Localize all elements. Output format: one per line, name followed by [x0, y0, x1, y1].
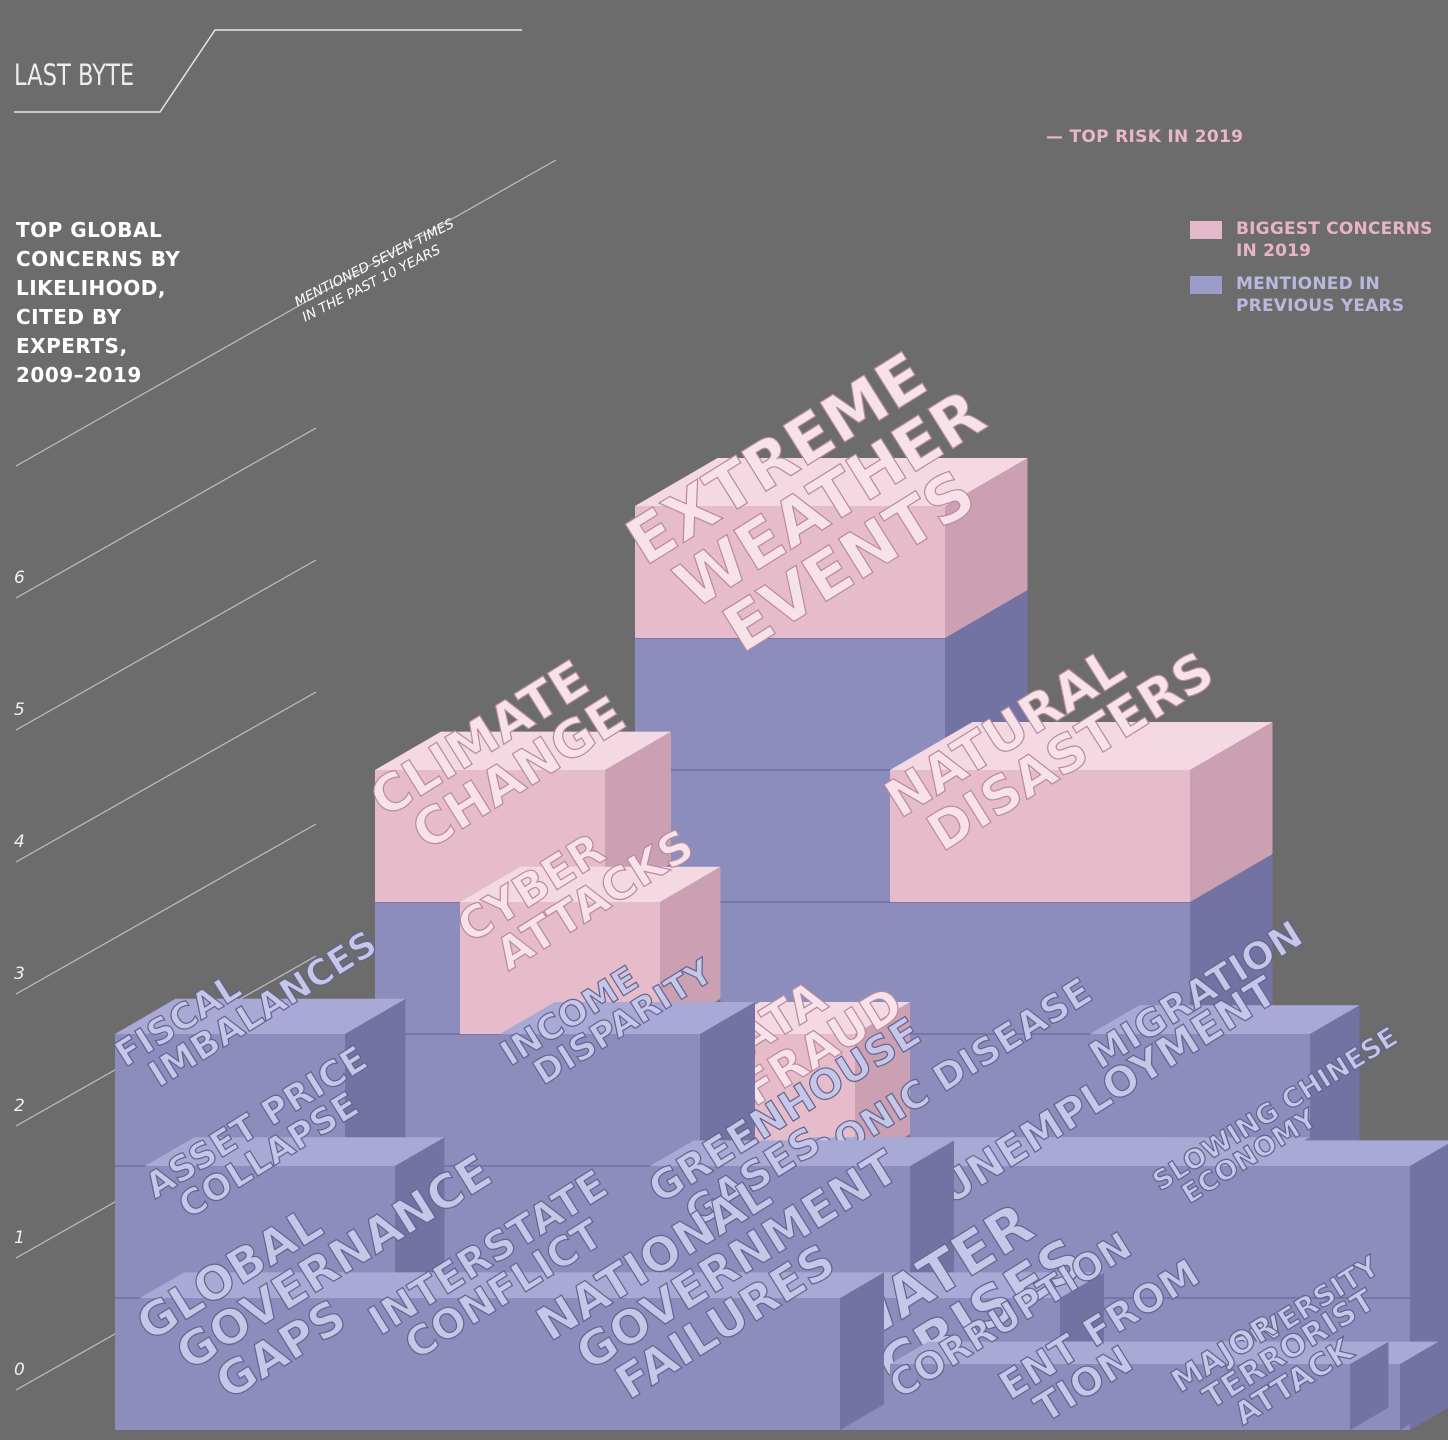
bar-side-2019: [855, 1002, 910, 1166]
y-tick-label: 2: [14, 1096, 25, 1116]
bar-front-previous: [540, 1298, 840, 1430]
bar-top: [1090, 1005, 1360, 1034]
grid-line: [15, 823, 317, 995]
top-risk-callout: — TOP RISK IN 2019: [1046, 127, 1244, 147]
y-tick-label: 4: [14, 832, 25, 852]
section-tag: LAST BYTE: [14, 58, 135, 92]
bar-top: [840, 1272, 1104, 1298]
y-tick-label: 6: [14, 568, 25, 588]
y-tick-label: 1: [14, 1228, 25, 1248]
grid-line: [15, 159, 557, 467]
legend-label-line: BIGGEST CONCERNS: [1236, 219, 1433, 239]
y-tick-label: 5: [14, 700, 25, 720]
bar-side-2019: [605, 731, 671, 902]
bar-top: [890, 722, 1273, 770]
grid-line: [15, 691, 317, 863]
title-line: CONCERNS BY: [16, 247, 181, 271]
grid-line: [15, 427, 317, 599]
bar-top: [1170, 1341, 1389, 1364]
bar-top: [1000, 1341, 1239, 1364]
bar-top: [375, 731, 671, 770]
bar-front-previous: [1170, 1364, 1350, 1430]
bar-top: [705, 1002, 910, 1034]
title-line: EXPERTS,: [16, 334, 128, 358]
bar-top: [635, 458, 1028, 506]
bar-front-previous: [1000, 1364, 1200, 1430]
bar-side: [1400, 1341, 1439, 1430]
title-line: LIKELIHOOD,: [16, 276, 166, 300]
y-tick-label: 0: [14, 1360, 25, 1380]
bar-top: [460, 866, 721, 902]
bar-top: [1150, 1140, 1448, 1166]
legend-item-previous: MENTIONED IN PREVIOUS YEARS: [1190, 273, 1446, 317]
bar-top: [145, 1137, 445, 1166]
bars-layer: EXTREMEWEATHEREVENTSNATURALDISASTERSCLIM…: [107, 338, 1448, 1433]
legend-swatch-purple: [1190, 276, 1222, 294]
title-line: CITED BY: [16, 305, 122, 329]
legend-label-line: IN 2019: [1236, 241, 1312, 261]
bar-top: [500, 1002, 755, 1034]
bar-top: [650, 1140, 954, 1166]
grid-line: [15, 559, 317, 731]
bar-side-2019: [945, 458, 1028, 638]
bar-front-2019: [635, 506, 945, 638]
bar-side: [840, 1272, 884, 1430]
chart-title: TOP GLOBAL CONCERNS BY LIKELIHOOD, CITED…: [16, 216, 236, 390]
y-tick-label: 3: [14, 964, 25, 984]
legend: BIGGEST CONCERNS IN 2019 MENTIONED IN PR…: [1190, 218, 1446, 328]
bar: MAJORTERRORISTATTACK: [1165, 1282, 1389, 1433]
bar-side-2019: [1190, 722, 1273, 902]
bar-top: [540, 1272, 884, 1298]
legend-label-line: PREVIOUS YEARS: [1236, 296, 1405, 316]
bar-side-2019: [660, 866, 721, 1034]
bar-side: [1350, 1341, 1389, 1430]
legend-label-line: MENTIONED IN: [1236, 274, 1380, 294]
title-line: TOP GLOBAL: [16, 218, 163, 242]
legend-swatch-pink: [1190, 221, 1222, 239]
legend-item-2019: BIGGEST CONCERNS IN 2019: [1190, 218, 1446, 262]
bar-top: [115, 998, 406, 1034]
title-line: 2009–2019: [16, 363, 142, 387]
bar-front-2019: [890, 770, 1190, 902]
